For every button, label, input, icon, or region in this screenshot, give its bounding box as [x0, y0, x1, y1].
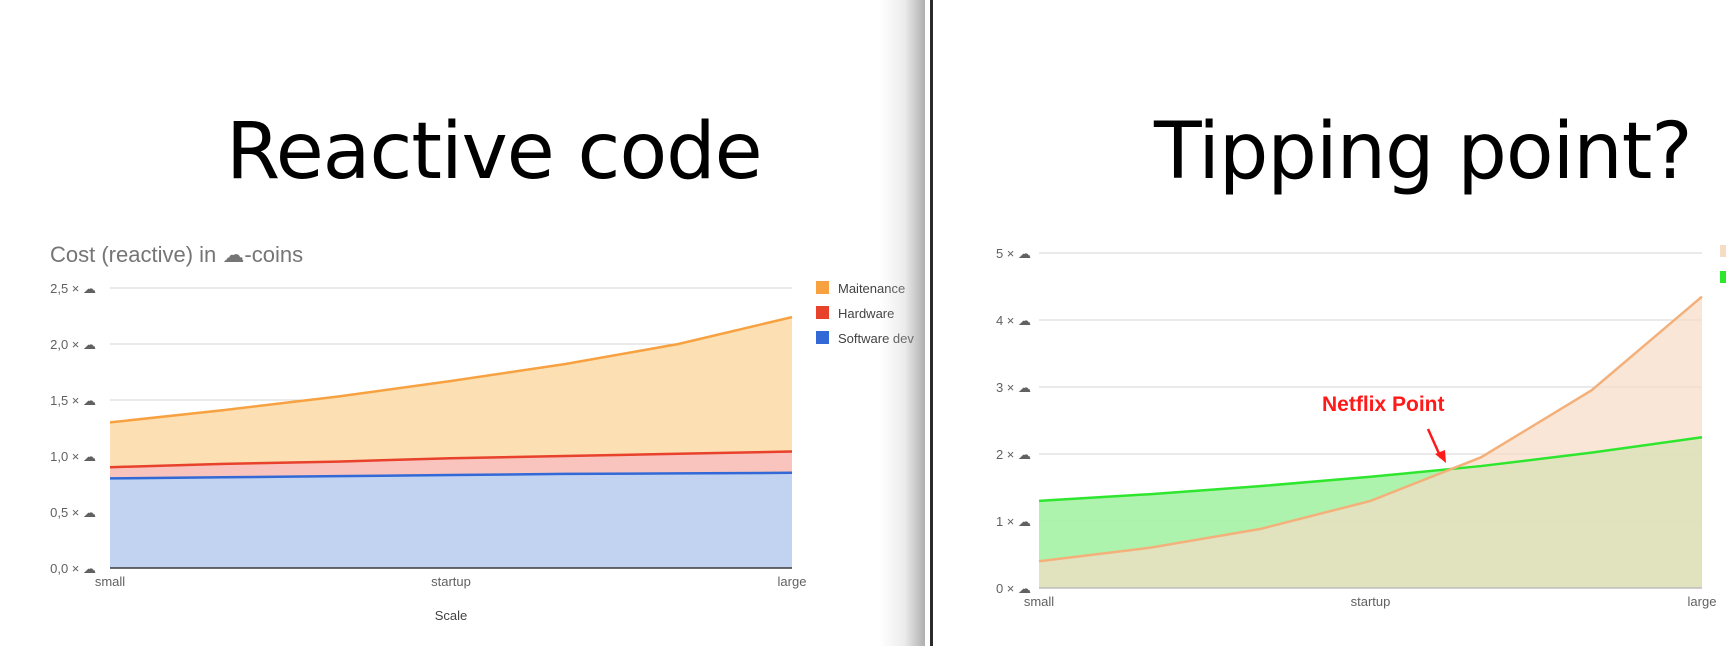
y-tick-label: 3 × ☁ — [996, 380, 1031, 395]
series-area — [1039, 296, 1702, 588]
y-tick-label: 1,5 × ☁ — [50, 393, 96, 408]
legend-swatch — [1720, 271, 1726, 283]
slide-title: Reactive code — [226, 107, 763, 197]
annotation-arrow-head — [1435, 450, 1446, 463]
x-axis-title: Scale — [435, 608, 468, 623]
netflix-point-label: Netflix Point — [1322, 393, 1445, 416]
x-tick-label: large — [1688, 594, 1717, 609]
slide-divider-shadow — [880, 0, 925, 646]
slide-divider — [930, 0, 933, 646]
y-tick-label: 2 × ☁ — [996, 447, 1031, 462]
series-area — [110, 451, 792, 479]
tipping-point-chart: 0 × ☁ 1 × ☁ 2 × ☁ 3 × ☁ 4 × ☁ 5 × ☁ small start… — [996, 245, 1726, 609]
series-line — [109, 471, 793, 480]
series-area — [110, 317, 792, 468]
series-line — [109, 450, 793, 469]
y-tick-label: 1,0 × ☁ — [50, 449, 96, 464]
y-tick-label: 0 × ☁ — [996, 581, 1031, 596]
cost-chart: 0,0 × ☁ 0,5 × ☁ 1,0 × ☁ 1,5 × ☁ 2,0 × ☁ 2,5 ×… — [50, 281, 914, 623]
y-tick-label: 4 × ☁ — [996, 313, 1031, 328]
x-tick-label: startup — [431, 574, 471, 589]
legend-swatch — [1720, 245, 1726, 257]
series-line — [1038, 295, 1703, 563]
y-tick-label: 0,5 × ☁ — [50, 505, 96, 520]
slide-tipping-point: Tipping point? 0 × ☁ 1 × ☁ 2 × ☁ 3 × ☁ 4 × ☁… — [934, 0, 1726, 646]
y-tick-label: 5 × ☁ — [996, 246, 1031, 261]
series-line — [109, 315, 793, 424]
x-tick-label: startup — [1351, 594, 1391, 609]
y-tick-label: 0,0 × ☁ — [50, 561, 96, 576]
chart-title: Cost (reactive) in ☁-coins — [50, 242, 303, 268]
y-tick-label: 2,5 × ☁ — [50, 281, 96, 296]
x-tick-label: large — [778, 574, 807, 589]
series-area — [110, 472, 792, 568]
chart-title-text: Cost (reactive) in ☁-coins — [50, 242, 304, 267]
slide-reactive-code: Reactive code Cost (reactive) in ☁-coins… — [50, 107, 915, 623]
series-line — [1038, 436, 1703, 503]
y-tick-label: 2,0 × ☁ — [50, 337, 96, 352]
y-tick-label: 1 × ☁ — [996, 514, 1031, 529]
legend-swatch — [816, 306, 829, 319]
legend-swatch — [816, 281, 829, 294]
legend-swatch — [816, 331, 829, 344]
x-tick-label: small — [95, 574, 125, 589]
slide-title: Tipping point? — [1154, 107, 1693, 197]
x-tick-label: small — [1024, 594, 1054, 609]
